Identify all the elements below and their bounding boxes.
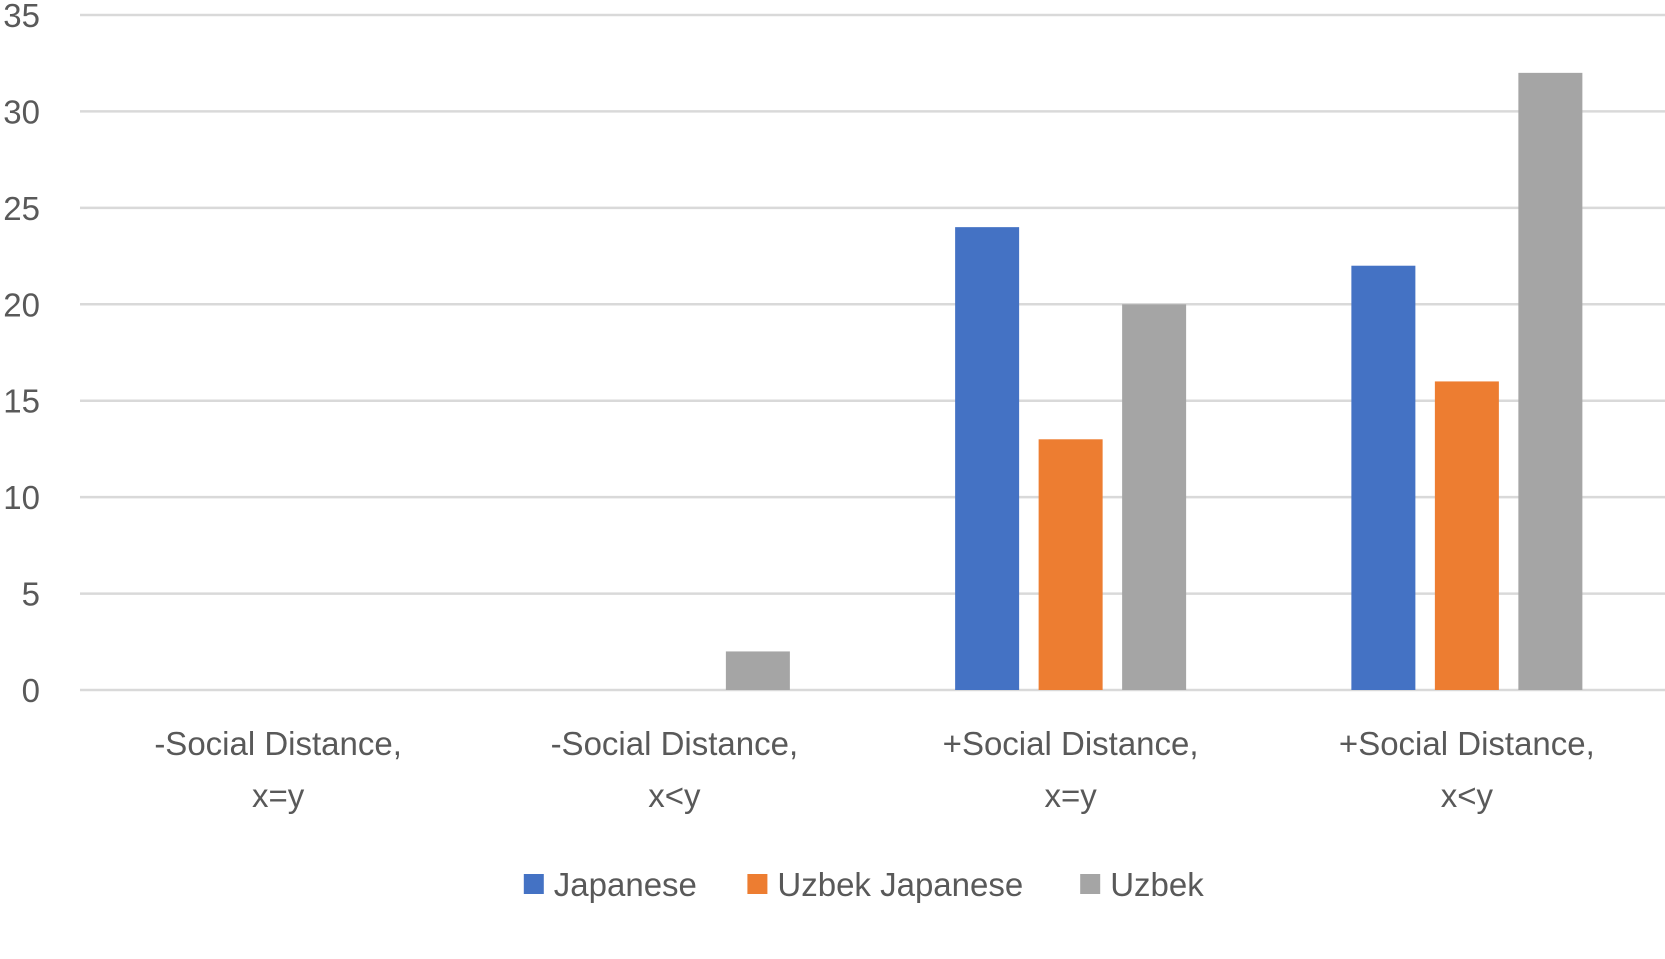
legend: Japanese Uzbek Japanese Uzbek <box>523 866 1204 903</box>
y-tick-label: 15 <box>3 383 40 420</box>
x-axis-category-labels: -Social Distance, x=y -Social Distance, x<y… <box>154 725 1595 814</box>
y-tick-label: 35 <box>3 0 40 34</box>
bar-uzbek-1 <box>725 651 790 690</box>
legend-label: Uzbek <box>1110 866 1204 903</box>
x-category-label: -Social Distance, <box>551 725 799 762</box>
y-axis-tick-labels: 0 5 10 15 20 25 30 35 <box>3 0 40 709</box>
x-category-label: x=y <box>1044 777 1097 814</box>
x-category-label: +Social Distance, <box>1339 725 1595 762</box>
bar-japanese-3 <box>1351 265 1416 690</box>
legend-label: Uzbek Japanese <box>777 866 1023 903</box>
y-tick-label: 20 <box>3 286 40 323</box>
y-tick-label: 5 <box>22 576 40 613</box>
legend-swatch-japanese <box>523 874 544 894</box>
legend-label: Japanese <box>554 866 697 903</box>
y-tick-label: 30 <box>3 93 40 130</box>
y-tick-label: 0 <box>22 672 40 709</box>
bar-japanese-2 <box>955 227 1020 690</box>
gridlines <box>80 13 1665 692</box>
x-category-label: x=y <box>252 777 305 814</box>
x-category-label: x<y <box>648 777 701 814</box>
bar-uzbek-3 <box>1518 72 1583 691</box>
y-tick-label: 10 <box>3 479 40 516</box>
bar-uzbek-japanese-2 <box>1038 439 1103 690</box>
bars <box>725 72 1583 691</box>
bar-uzbek-japanese-3 <box>1434 381 1499 690</box>
y-tick-label: 25 <box>3 190 40 227</box>
x-category-label: +Social Distance, <box>943 725 1199 762</box>
bar-uzbek-2 <box>1122 304 1187 690</box>
x-category-label: x<y <box>1441 777 1494 814</box>
legend-swatch-uzbek <box>1080 874 1101 894</box>
legend-swatch-uzbek-japanese <box>747 874 768 894</box>
x-category-label: -Social Distance, <box>154 725 402 762</box>
